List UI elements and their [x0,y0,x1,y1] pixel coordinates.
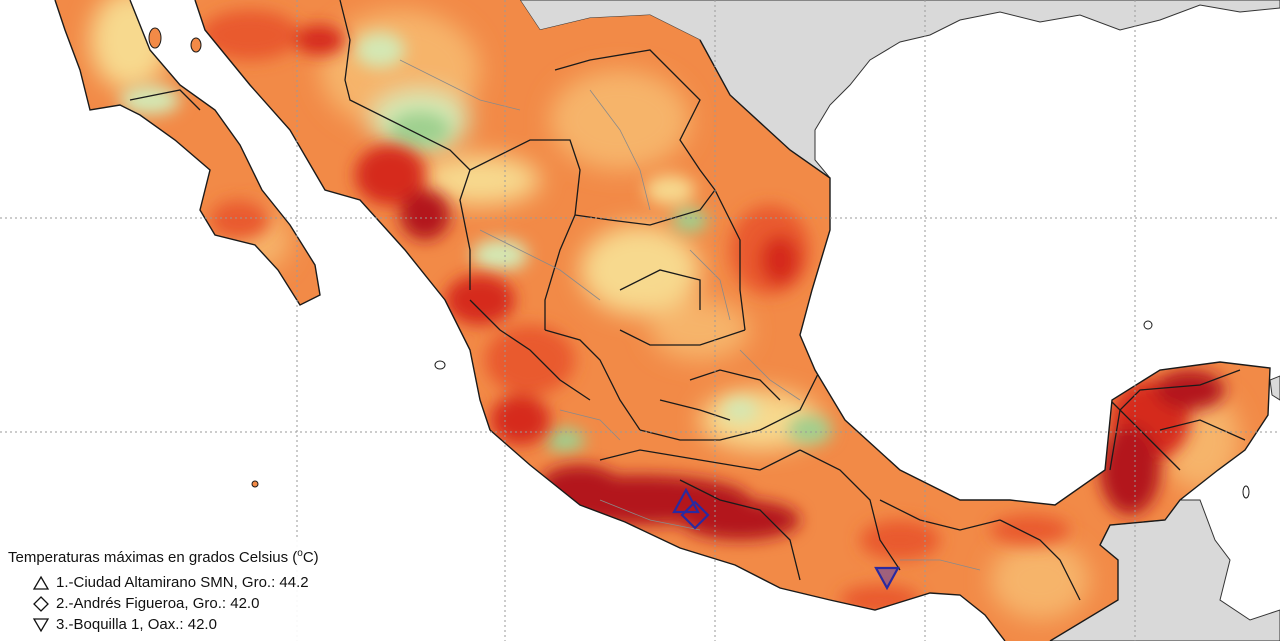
station-markers [672,487,900,591]
islands [148,27,1250,499]
state-borders [129,0,1246,601]
legend-item-1: 1.-Ciudad Altamirano SMN, Gro.: 44.2 [32,572,430,593]
station-3-marker [874,566,900,591]
coastline [54,0,1271,641]
legend-label: 3.-Boquilla 1, Oax.: 42.0 [56,616,217,633]
legend-item-2: 2.-Andrés Figueroa, Gro.: 42.0 [32,593,430,614]
diamond-icon [33,595,49,612]
station-2-marker [680,500,710,530]
triangle-down-icon [32,617,50,632]
cuba-land [1269,375,1280,401]
legend-label: 2.-Andrés Figueroa, Gro.: 42.0 [56,595,260,612]
region-lines [399,59,981,571]
legend-title: Temperaturas máximas en grados Celsius (… [8,548,319,566]
triangle-up-icon [32,575,50,590]
legend-label: 1.-Ciudad Altamirano SMN, Gro.: 44.2 [56,574,309,591]
map-legend: Temperaturas máximas en grados Celsius (… [0,538,430,641]
legend-item-3: 3.-Boquilla 1, Oax.: 42.0 [32,614,430,635]
